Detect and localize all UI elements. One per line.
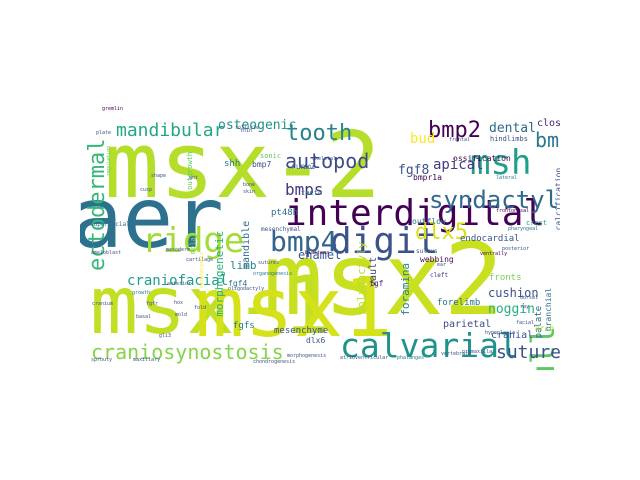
word-syndactyly: syndactyly: [429, 188, 560, 212]
word-sprouty: sprouty: [91, 358, 112, 363]
word-pharyngeal: pharyngeal: [508, 227, 538, 232]
word-hox: hox: [174, 301, 183, 306]
word-basal: basal: [136, 315, 151, 320]
word-frontal: frontal: [449, 138, 470, 143]
word-foramina: foramina: [400, 263, 411, 316]
word-maxillary: maxillary: [133, 358, 160, 363]
word-cusp: cusp: [140, 188, 152, 193]
word-outgrowth: outgrowth: [187, 152, 194, 190]
word-cloud: msx-2 msx2 aer msx-1 interdigital msx1 calvari…: [80, 106, 560, 370]
word-hypoplasia: hypoplasia: [485, 331, 515, 336]
word-teeth: teeth: [301, 190, 322, 197]
word-cranium: cranium: [92, 302, 113, 307]
word-fgfr: fgfr: [146, 302, 158, 307]
word-dental: dental: [489, 122, 536, 135]
word-pt48h: pt48h: [271, 209, 298, 218]
word-calcification: calcification: [555, 168, 560, 231]
word-mandibular: mandibular: [116, 122, 224, 140]
word-ear: ear: [437, 263, 446, 268]
word-wnt: wnt: [189, 176, 198, 181]
word-fronts: fronts: [489, 274, 522, 283]
word-plate: plate: [96, 131, 111, 136]
word-bmpr1a: bmpr1a: [413, 174, 442, 182]
word-lateral: lateral: [496, 176, 517, 181]
word-bmp: bmp: [535, 130, 560, 150]
word-suture: suture: [496, 344, 560, 362]
word-facial: facial: [516, 321, 534, 326]
word-endocardial: endocardial: [460, 235, 520, 244]
word-parietal: parietal: [443, 320, 491, 330]
word-bone: bone: [243, 183, 255, 188]
word-superficial: superficial: [90, 222, 130, 228]
word-keratocystic: keratocystic: [200, 252, 205, 288]
word-forelimb: forelimb: [437, 299, 480, 308]
word-blastema: blastema: [305, 251, 329, 256]
word-mandible: mandible: [242, 221, 252, 269]
word-molar: molar: [190, 233, 197, 254]
word-hindlimbs: hindlimbs: [490, 136, 528, 143]
word-closure: closure: [537, 119, 560, 129]
word-phalanges: phalanges: [397, 356, 424, 361]
word-bud: bud: [410, 132, 435, 146]
word-oligodactyly: oligodactyly: [228, 287, 264, 292]
word-outflow: outflow: [412, 218, 446, 226]
word-fgfs: fgfs: [233, 322, 255, 331]
word-fold: fold: [194, 306, 206, 311]
word-gli3: gli3: [159, 334, 171, 339]
word-ossification: ossification: [453, 155, 511, 163]
word-anterior: anterior: [167, 282, 191, 287]
word-cell: cell: [303, 166, 315, 171]
word-ray: ray: [520, 305, 529, 310]
word-thin: thin: [240, 129, 252, 134]
word-cleft: cleft: [430, 273, 448, 279]
word-morphogenetic: morphogenetic: [214, 231, 225, 317]
word-dorsal: dorsal: [520, 296, 538, 301]
word-sutures: sutures: [258, 261, 279, 266]
word-mold: mold: [175, 313, 187, 318]
word-chondrogenesis: chondrogenesis: [253, 360, 295, 365]
word-growth: growth: [132, 291, 150, 296]
word-arch: arch: [535, 325, 554, 333]
word-premaxilla: premaxilla: [462, 350, 492, 355]
word-sonic: sonic: [260, 153, 281, 160]
word-shape: shape: [151, 174, 166, 179]
word-bmp7: bmp7: [252, 161, 271, 169]
word-dlx6: dlx6: [306, 337, 325, 345]
word-ventrally: ventrally: [480, 252, 507, 257]
word-atrioventricular: atrioventricular: [340, 356, 388, 361]
word-skin: skin: [243, 190, 255, 195]
word-polydactyly: polydactyly: [356, 242, 367, 315]
word-ameloblast: ameloblast: [91, 251, 121, 256]
word-palate: palate: [535, 306, 544, 339]
word-mesoderm: mesoderm: [166, 248, 190, 253]
word-shh: shh: [224, 160, 240, 169]
word-organogenesis: organogenesis: [253, 272, 292, 277]
word-regulation: regulation: [107, 146, 112, 176]
word-mesenchymal: mesenchymal: [261, 227, 301, 233]
word-mesenchyme: mesenchyme: [274, 327, 328, 336]
word-fgf: fgf: [369, 280, 383, 288]
word-gremlin: gremlin: [102, 107, 123, 112]
word-skeletal: skeletal: [312, 157, 336, 162]
word-frontonasal: frontonasal: [496, 209, 529, 214]
word-sulcus: sulcus: [416, 249, 438, 255]
